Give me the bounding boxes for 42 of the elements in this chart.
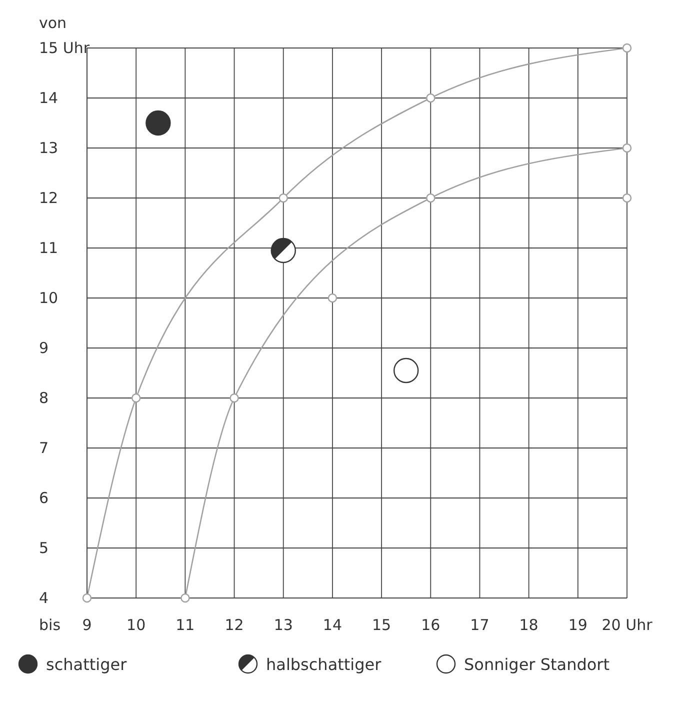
x-tick-label: 19 [568,616,588,634]
point [82,593,92,603]
x-tick-label: 12 [224,616,244,634]
x-axis-title: bis [39,616,61,634]
point [426,193,436,203]
point [622,43,632,53]
y-tick-label: 9 [39,339,49,357]
legend-label: schattiger [46,655,128,674]
y-tick-label: 4 [39,589,49,607]
point [393,358,419,384]
y-tick-label: 14 [39,89,58,107]
point [328,293,338,303]
x-tick-label: 15 [372,616,392,634]
y-tick-label: 6 [39,489,49,507]
point [426,93,436,103]
point [146,110,171,136]
y-tick-label: 7 [39,439,49,457]
y-axis-title: von [39,14,67,32]
point [131,393,141,403]
y-tick-label: 8 [39,389,49,407]
x-tick-label: 9 [82,616,92,634]
x-tick-label: 18 [519,616,538,634]
legend-label: Sonniger Standort [464,655,610,674]
x-tick-label: 14 [322,616,342,634]
y-tick-label: 12 [39,189,58,207]
y-tick-label: 10 [39,289,58,307]
y-tick-label: 13 [39,139,58,157]
x-tick-label: 10 [126,616,146,634]
point [278,193,288,203]
point [230,393,239,403]
x-tick-label: 20 Uhr [602,616,654,634]
y-tick-label: 5 [39,539,49,557]
x-tick-label: 16 [421,616,440,634]
x-tick-label: 13 [274,616,293,634]
x-tick-label: 17 [470,616,490,634]
y-tick-label: 15 Uhr [39,39,90,57]
point [180,593,190,603]
point [622,143,632,153]
point [622,193,632,203]
legend-label: halbschattiger [266,655,382,674]
y-tick-label: 11 [39,239,58,257]
x-tick-label: 11 [176,616,195,634]
